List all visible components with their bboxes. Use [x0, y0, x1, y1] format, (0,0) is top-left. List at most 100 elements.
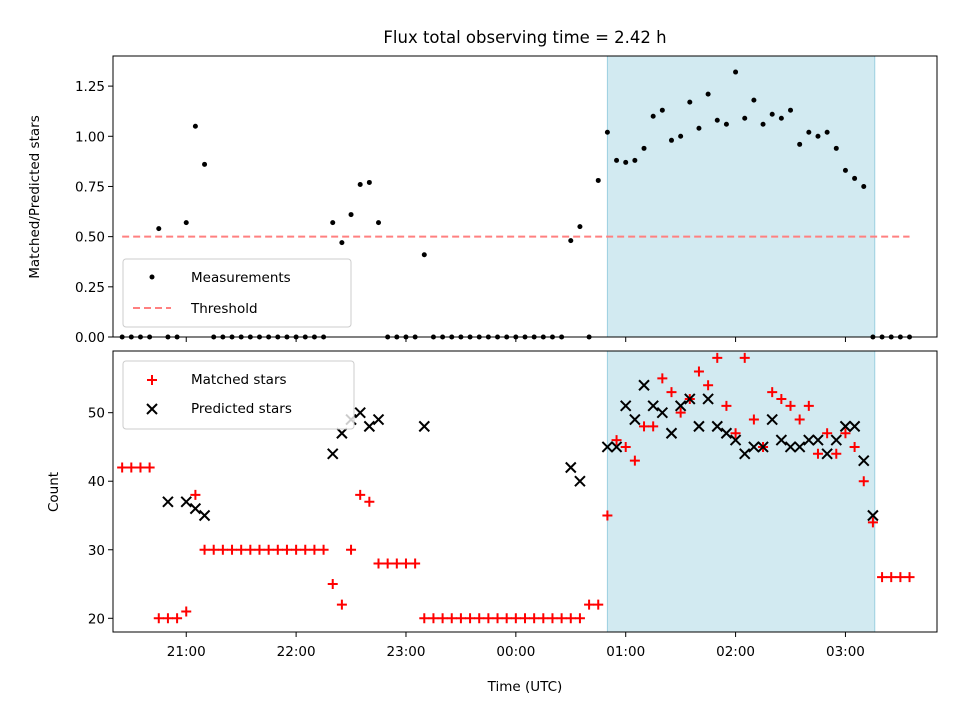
- matched-star-point: [748, 414, 759, 425]
- measurement-point: [687, 99, 693, 105]
- matched-star-point: [227, 544, 238, 555]
- x-tick-label: 22:00: [277, 644, 316, 660]
- top-x-axis-ticks: [185, 337, 846, 342]
- measurement-point: [202, 161, 208, 167]
- matched-star-point: [895, 572, 906, 583]
- predicted-star-point: [848, 420, 861, 433]
- chart-title: Flux total observing time = 2.42 h: [383, 28, 666, 47]
- matched-star-point: [776, 393, 787, 404]
- matched-star-point: [620, 441, 631, 452]
- measurement-point: [861, 183, 867, 189]
- matched-star-point: [291, 544, 302, 555]
- measurement-point: [815, 133, 821, 139]
- predicted-star-point: [720, 427, 733, 439]
- matched-star-point: [254, 544, 265, 555]
- predicted-star-point: [739, 448, 751, 460]
- legend-threshold-label: Threshold: [190, 301, 258, 317]
- top-legend: Measurements Threshold: [122, 258, 352, 328]
- predicted-star-point: [867, 509, 879, 522]
- predicted-star-point: [363, 420, 376, 433]
- predicted-star-point: [693, 420, 705, 433]
- matched-star-point: [639, 421, 650, 432]
- measurement-point: [797, 141, 803, 147]
- predicted-star-point: [565, 461, 577, 474]
- matched-star-point: [162, 613, 173, 624]
- matched-star-point: [785, 400, 796, 411]
- measurement-point: [366, 179, 372, 185]
- measurement-point: [568, 238, 574, 244]
- predicted-star-point: [198, 509, 211, 522]
- top-y-axis-ticks: 0.00 0.25 0.50 0.75 1.00 1.25: [75, 79, 113, 346]
- matched-star-point: [712, 352, 723, 363]
- matched-star-point: [181, 606, 192, 617]
- matched-star-point: [602, 510, 613, 521]
- matched-star-point: [803, 400, 814, 411]
- matched-star-point: [327, 579, 338, 590]
- matched-star-point: [336, 599, 347, 610]
- matched-star-point: [144, 462, 155, 473]
- matched-star-point: [584, 599, 595, 610]
- bottom-x-axis-ticks: 21:00 22:00 23:00 00:00 01:00 02:00 03:00: [167, 632, 865, 660]
- matched-star-point: [263, 544, 274, 555]
- x-tick-label: 03:00: [826, 644, 865, 660]
- predicted-star-point: [656, 406, 669, 419]
- matched-star-point: [794, 414, 805, 425]
- matched-star-point: [501, 613, 512, 624]
- measurement-point: [705, 91, 711, 97]
- measurement-point: [824, 129, 830, 135]
- matched-star-point: [208, 544, 219, 555]
- top-y-tick-label: 0.75: [75, 179, 105, 195]
- predicted-star-point: [711, 420, 723, 433]
- matched-star-point: [529, 613, 540, 624]
- predicted-star-point: [574, 475, 586, 487]
- matched-star-point: [648, 421, 659, 432]
- matched-star-point: [419, 613, 430, 624]
- top-y-axis-label: Matched/Predicted stars: [27, 115, 43, 278]
- matched-star-point: [465, 613, 476, 624]
- legend-matched-label: Matched stars: [191, 372, 287, 388]
- matched-star-point: [492, 613, 503, 624]
- top-legend-box: [122, 258, 352, 328]
- predicted-star-point: [601, 441, 614, 453]
- bottom-y-tick-label: 50: [88, 406, 105, 422]
- measurement-point: [678, 133, 684, 139]
- measurement-point: [696, 125, 702, 131]
- matched-star-point: [364, 496, 375, 507]
- predicted-star-point: [729, 434, 742, 446]
- bottom-plot-frame: [112, 350, 938, 633]
- matched-star-point: [135, 462, 146, 473]
- x-tick-label: 21:00: [167, 644, 206, 660]
- measurement-point: [742, 115, 748, 121]
- measurement-point: [778, 115, 784, 121]
- predicted-star-point: [766, 413, 778, 426]
- bottom-y-axis-label: Count: [46, 472, 62, 512]
- predicted-star-point: [620, 400, 632, 412]
- matched-star-point: [904, 572, 915, 583]
- measurement-point: [852, 175, 858, 181]
- matched-star-point: [721, 400, 732, 411]
- matched-star-point: [373, 558, 384, 569]
- predicted-star-point: [647, 400, 659, 412]
- matched-star-point: [739, 352, 750, 363]
- predicted-star-point: [830, 434, 842, 446]
- top-y-tick-label: 0.25: [75, 280, 105, 296]
- measurement-point: [604, 129, 610, 135]
- bottom-legend-box: [122, 360, 355, 430]
- matched-star-point: [281, 544, 292, 555]
- predicted-star-point: [784, 441, 797, 453]
- matched-star-point: [877, 572, 888, 583]
- matched-star-point: [126, 462, 137, 473]
- bottom-highlight-span: [606, 350, 876, 633]
- predicted-star-point: [638, 379, 650, 391]
- matched-star-point: [520, 613, 530, 624]
- measurement-point: [577, 224, 583, 230]
- measurement-point: [842, 167, 848, 173]
- matched-star-point: [455, 613, 466, 624]
- matched-star-point: [693, 366, 704, 377]
- predicted-star-point: [812, 434, 824, 446]
- measurement-point: [595, 177, 601, 183]
- bottom-legend: Matched stars Predicted stars: [122, 360, 355, 430]
- matched-star-point: [666, 387, 677, 398]
- predicted-star-point: [858, 454, 870, 467]
- x-tick-label: 00:00: [496, 644, 535, 660]
